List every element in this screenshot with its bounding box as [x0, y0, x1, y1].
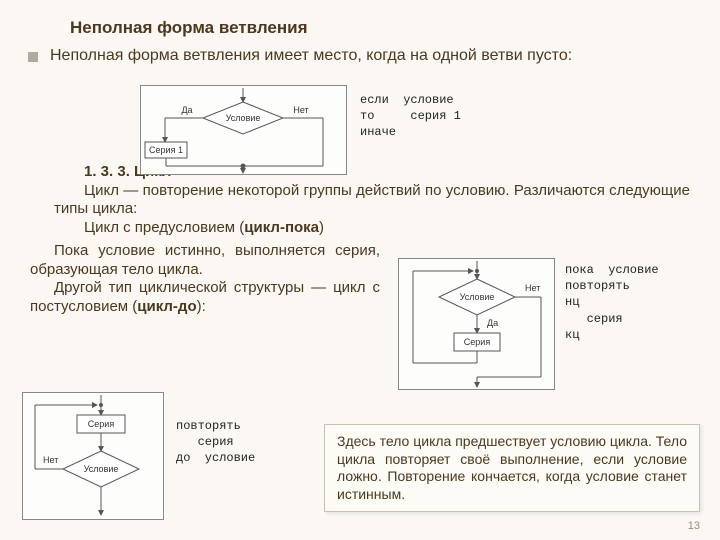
diagram-while: Условие Да Серия Нет: [398, 258, 555, 390]
precond-close: ): [319, 219, 324, 236]
diagram-incomplete-branch: Условие Да Серия 1 Нет: [140, 85, 347, 175]
svg-text:Условие: Условие: [84, 464, 119, 474]
pseudocode-until: повторять серия до условие: [176, 418, 255, 467]
intro-line: Неполная форма ветвления имеет место, ко…: [0, 46, 720, 67]
svg-text:Серия: Серия: [464, 337, 491, 347]
pseudocode-branch: если условие то серия 1 иначе: [360, 92, 461, 141]
precond-bold: цикл-пока: [244, 219, 319, 236]
svg-text:Условие: Условие: [226, 113, 261, 123]
bottom-note-box: Здесь тело цикла предшествует условию ци…: [324, 424, 700, 512]
svg-text:Нет: Нет: [525, 283, 540, 293]
body-text-1: 1. 3. 3. Цикл Цикл — повторение некоторо…: [0, 163, 720, 238]
svg-text:Нет: Нет: [43, 455, 58, 465]
page-number: 13: [688, 520, 700, 532]
intro-text: Неполная форма ветвления имеет место, ко…: [50, 46, 572, 67]
svg-text:Условие: Условие: [460, 292, 495, 302]
svg-text:Да: Да: [181, 105, 192, 115]
page-title: Неполная форма ветвления: [0, 0, 720, 46]
svg-text:Серия: Серия: [88, 419, 115, 429]
pseudocode-while: пока условие повторять нц серия кц: [565, 262, 659, 343]
while-desc: Пока условие истинно, выполняется серия,…: [30, 242, 380, 280]
postcond-desc: Другой тип циклической структуры — цикл …: [30, 279, 380, 317]
bullet-icon: [28, 52, 38, 62]
cycle-def: Цикл — повторение некоторой группы дейст…: [54, 182, 690, 218]
diagram-until: Серия Условие Нет: [22, 392, 164, 520]
svg-text:Да: Да: [487, 318, 498, 328]
svg-text:Нет: Нет: [293, 105, 308, 115]
precond-line: Цикл с предусловием (: [84, 219, 244, 236]
body-text-2: Пока условие истинно, выполняется серия,…: [0, 238, 380, 317]
bottom-note-text: Здесь тело цикла предшествует условию ци…: [337, 433, 687, 502]
svg-text:Серия 1: Серия 1: [149, 145, 183, 155]
